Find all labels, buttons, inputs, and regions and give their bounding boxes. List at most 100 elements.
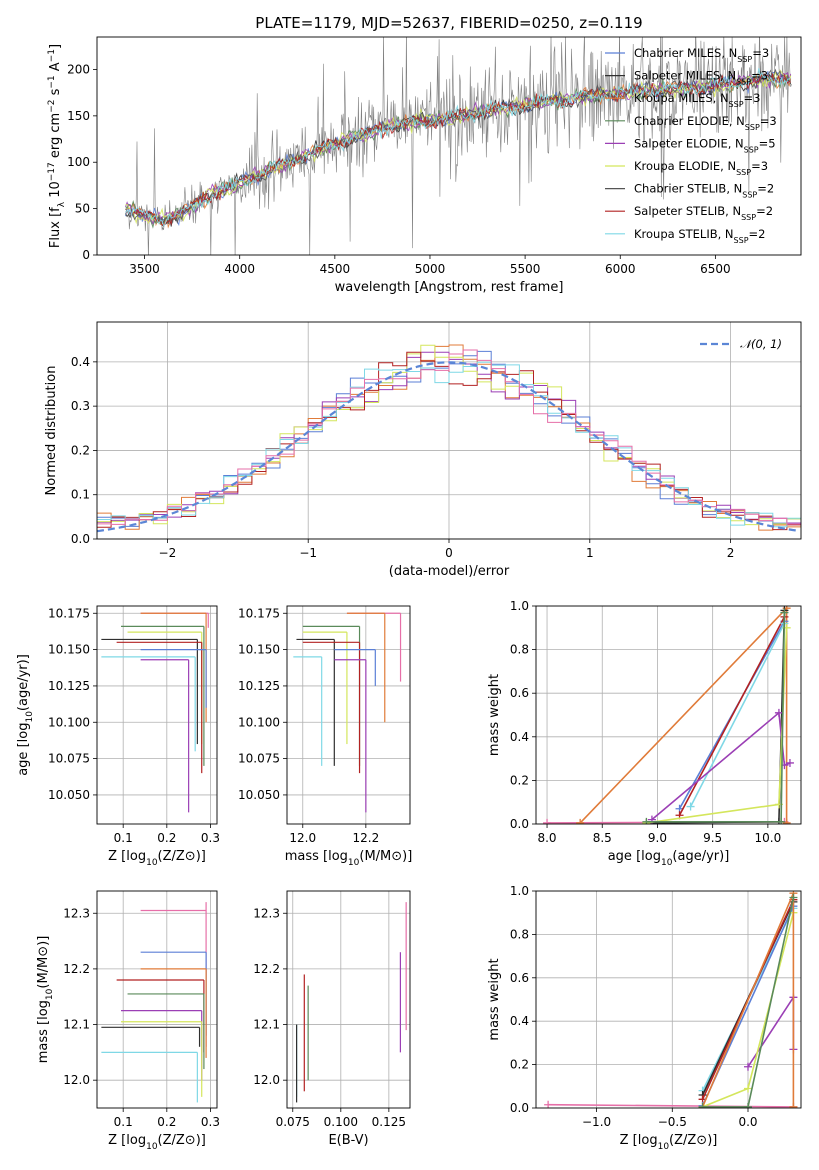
plot-area	[97, 606, 217, 824]
y-tick-label: 12.2	[253, 962, 280, 976]
gaussian-curve	[97, 361, 799, 533]
mass-weight-marker	[576, 818, 585, 824]
legend-entry: Chabrier STELIB, NSSP=2	[634, 182, 774, 200]
x-tick-label: 10.0	[755, 831, 782, 845]
y-tick-label: 0.0	[71, 532, 90, 546]
x-tick-label: 0.075	[276, 1115, 310, 1129]
y-tick-label: 10.075	[238, 752, 280, 766]
y-axis-label: mass weight	[487, 674, 502, 756]
y-tick-label: 150	[67, 109, 90, 123]
y-tick-label: 0.6	[510, 971, 529, 985]
chart-age-vs-mass: 12.0 12.2 10.050 10.075 10.100 10.125 10.150 10…	[238, 605, 413, 868]
chart-mass-vs-Z: 0.1 0.2 0.3 12.0 12.1 12.2 12.3 Z [log10(Z/Z⊙)]…	[36, 890, 220, 1152]
chart-massweight-vs-Z: −1.0 −0.5 0.0 0.0 0.2 0.4 0.6 0.8 1.0 Z [log10(Z/…	[487, 884, 802, 1152]
y-tick-label: 10.050	[48, 788, 90, 802]
y-tick-label: 10.100	[238, 715, 280, 729]
y-tick-label: 50	[75, 202, 90, 216]
y-tick-label: 0.2	[510, 1058, 529, 1072]
mass-weight-marker	[782, 818, 791, 824]
x-tick-label: 8.5	[593, 831, 612, 845]
y-tick-label: 10.150	[238, 643, 280, 657]
mass-weight-series-8	[646, 612, 786, 823]
y-tick-label: 12.1	[63, 1018, 90, 1032]
mass-weight-series-5	[747, 994, 795, 1068]
legend-entry: 𝒩(0, 1)	[740, 337, 782, 351]
x-axis-label: age [log10(age/yr)]	[608, 849, 730, 868]
x-axis-label: Z [log10(Z/Z⊙)]	[620, 1133, 718, 1152]
legend-entry: Chabrier MILES, NSSP=3	[634, 46, 769, 64]
y-tick-label: 12.0	[63, 1073, 90, 1087]
x-tick-label: 0.1	[114, 831, 133, 845]
model-line-4	[125, 72, 792, 226]
axes-frame	[535, 605, 802, 825]
mass-weight-marker	[686, 802, 695, 811]
x-axis-label: E(B-V)	[328, 1133, 368, 1148]
x-tick-label: 12.2	[352, 831, 379, 845]
y-tick-label: 0.0	[510, 817, 529, 831]
x-tick-label: 12.0	[289, 831, 316, 845]
plot-area	[287, 606, 410, 824]
y-tick-label: 0.2	[71, 443, 90, 457]
mass-weight-marker	[744, 1062, 752, 1071]
legend-entry: Kroupa ELODIE, NSSP=3	[634, 159, 768, 177]
y-tick-label: 10.150	[48, 643, 90, 657]
y-axis-label: Flux [fλ 10−17 erg cm−2 s−1 A−1]	[47, 44, 67, 248]
x-axis-label: mass [log10(M/M⊙)]	[285, 849, 413, 868]
y-tick-label: 0.4	[71, 355, 90, 369]
mass-weight-marker	[789, 1102, 798, 1108]
axes-frame	[96, 36, 802, 256]
x-tick-label: 0.100	[324, 1115, 358, 1129]
x-tick-label: 9.0	[648, 831, 667, 845]
legend-entry: Kroupa STELIB, NSSP=2	[634, 227, 765, 245]
mass-weight-marker	[777, 817, 786, 824]
x-axis-label: Z [log10(Z/Z⊙)]	[108, 849, 206, 868]
x-tick-label: 0.125	[372, 1115, 406, 1129]
y-tick-label: 0.0	[510, 1101, 529, 1115]
y-tick-label: 12.3	[63, 906, 90, 920]
y-tick-label: 0.4	[510, 1014, 529, 1028]
y-tick-label: 0.8	[510, 643, 529, 657]
plot-area	[536, 891, 801, 1108]
x-tick-label: −0.5	[658, 1115, 687, 1129]
axes-frame	[96, 890, 218, 1109]
x-axis-label: (data-model)/error	[389, 564, 510, 579]
y-tick-label: 0.4	[510, 730, 529, 744]
x-tick-label: 0.3	[201, 831, 220, 845]
y-tick-label: 0.1	[71, 488, 90, 502]
x-tick-label: 5000	[415, 262, 446, 276]
x-tick-label: 6500	[700, 262, 731, 276]
y-tick-label: 1.0	[510, 599, 529, 613]
mass-weight-marker	[785, 758, 794, 767]
x-tick-label: −1.0	[582, 1115, 611, 1129]
x-tick-label: 0.2	[157, 1115, 176, 1129]
mass-weight-marker	[774, 708, 783, 717]
y-tick-label: 10.100	[48, 715, 90, 729]
legend-entry: Kroupa MILES, NSSP=3	[634, 91, 760, 109]
y-tick-label: 10.175	[238, 606, 280, 620]
mass-weight-series-7	[646, 627, 788, 824]
chart-residuals: −2 −1 0 1 2 0.0 0.1 0.2 0.3 0.4 (data-model)/error…	[44, 321, 802, 579]
y-tick-label: 100	[67, 155, 90, 169]
mass-weight-series-6	[651, 711, 791, 821]
histogram-5	[97, 361, 801, 528]
plot-area	[287, 891, 410, 1108]
histogram-1	[97, 344, 801, 531]
mass-weight-marker	[544, 1100, 553, 1108]
x-tick-label: 0	[445, 546, 453, 560]
mass-weight-marker	[780, 608, 789, 617]
y-tick-label: 10.050	[238, 788, 280, 802]
y-tick-label: 10.125	[48, 679, 90, 693]
mass-weight-marker	[789, 893, 798, 902]
y-axis-label: age [log10(age/yr)]	[16, 654, 35, 776]
model-line-8	[125, 68, 791, 227]
x-tick-label: 6000	[605, 262, 636, 276]
plot-area	[97, 891, 217, 1108]
mass-weight-marker	[543, 818, 552, 824]
x-tick-label: 1	[586, 546, 594, 560]
y-tick-label: 0.3	[71, 399, 90, 413]
x-tick-label: 4500	[320, 262, 351, 276]
y-tick-label: 10.075	[48, 752, 90, 766]
x-tick-label: −1	[299, 546, 317, 560]
chart-mass-vs-ebv: 0.075 0.100 0.125 12.0 12.1 12.2 12.3 E(B-V)	[253, 890, 411, 1148]
y-tick-label: 0.8	[510, 927, 529, 941]
